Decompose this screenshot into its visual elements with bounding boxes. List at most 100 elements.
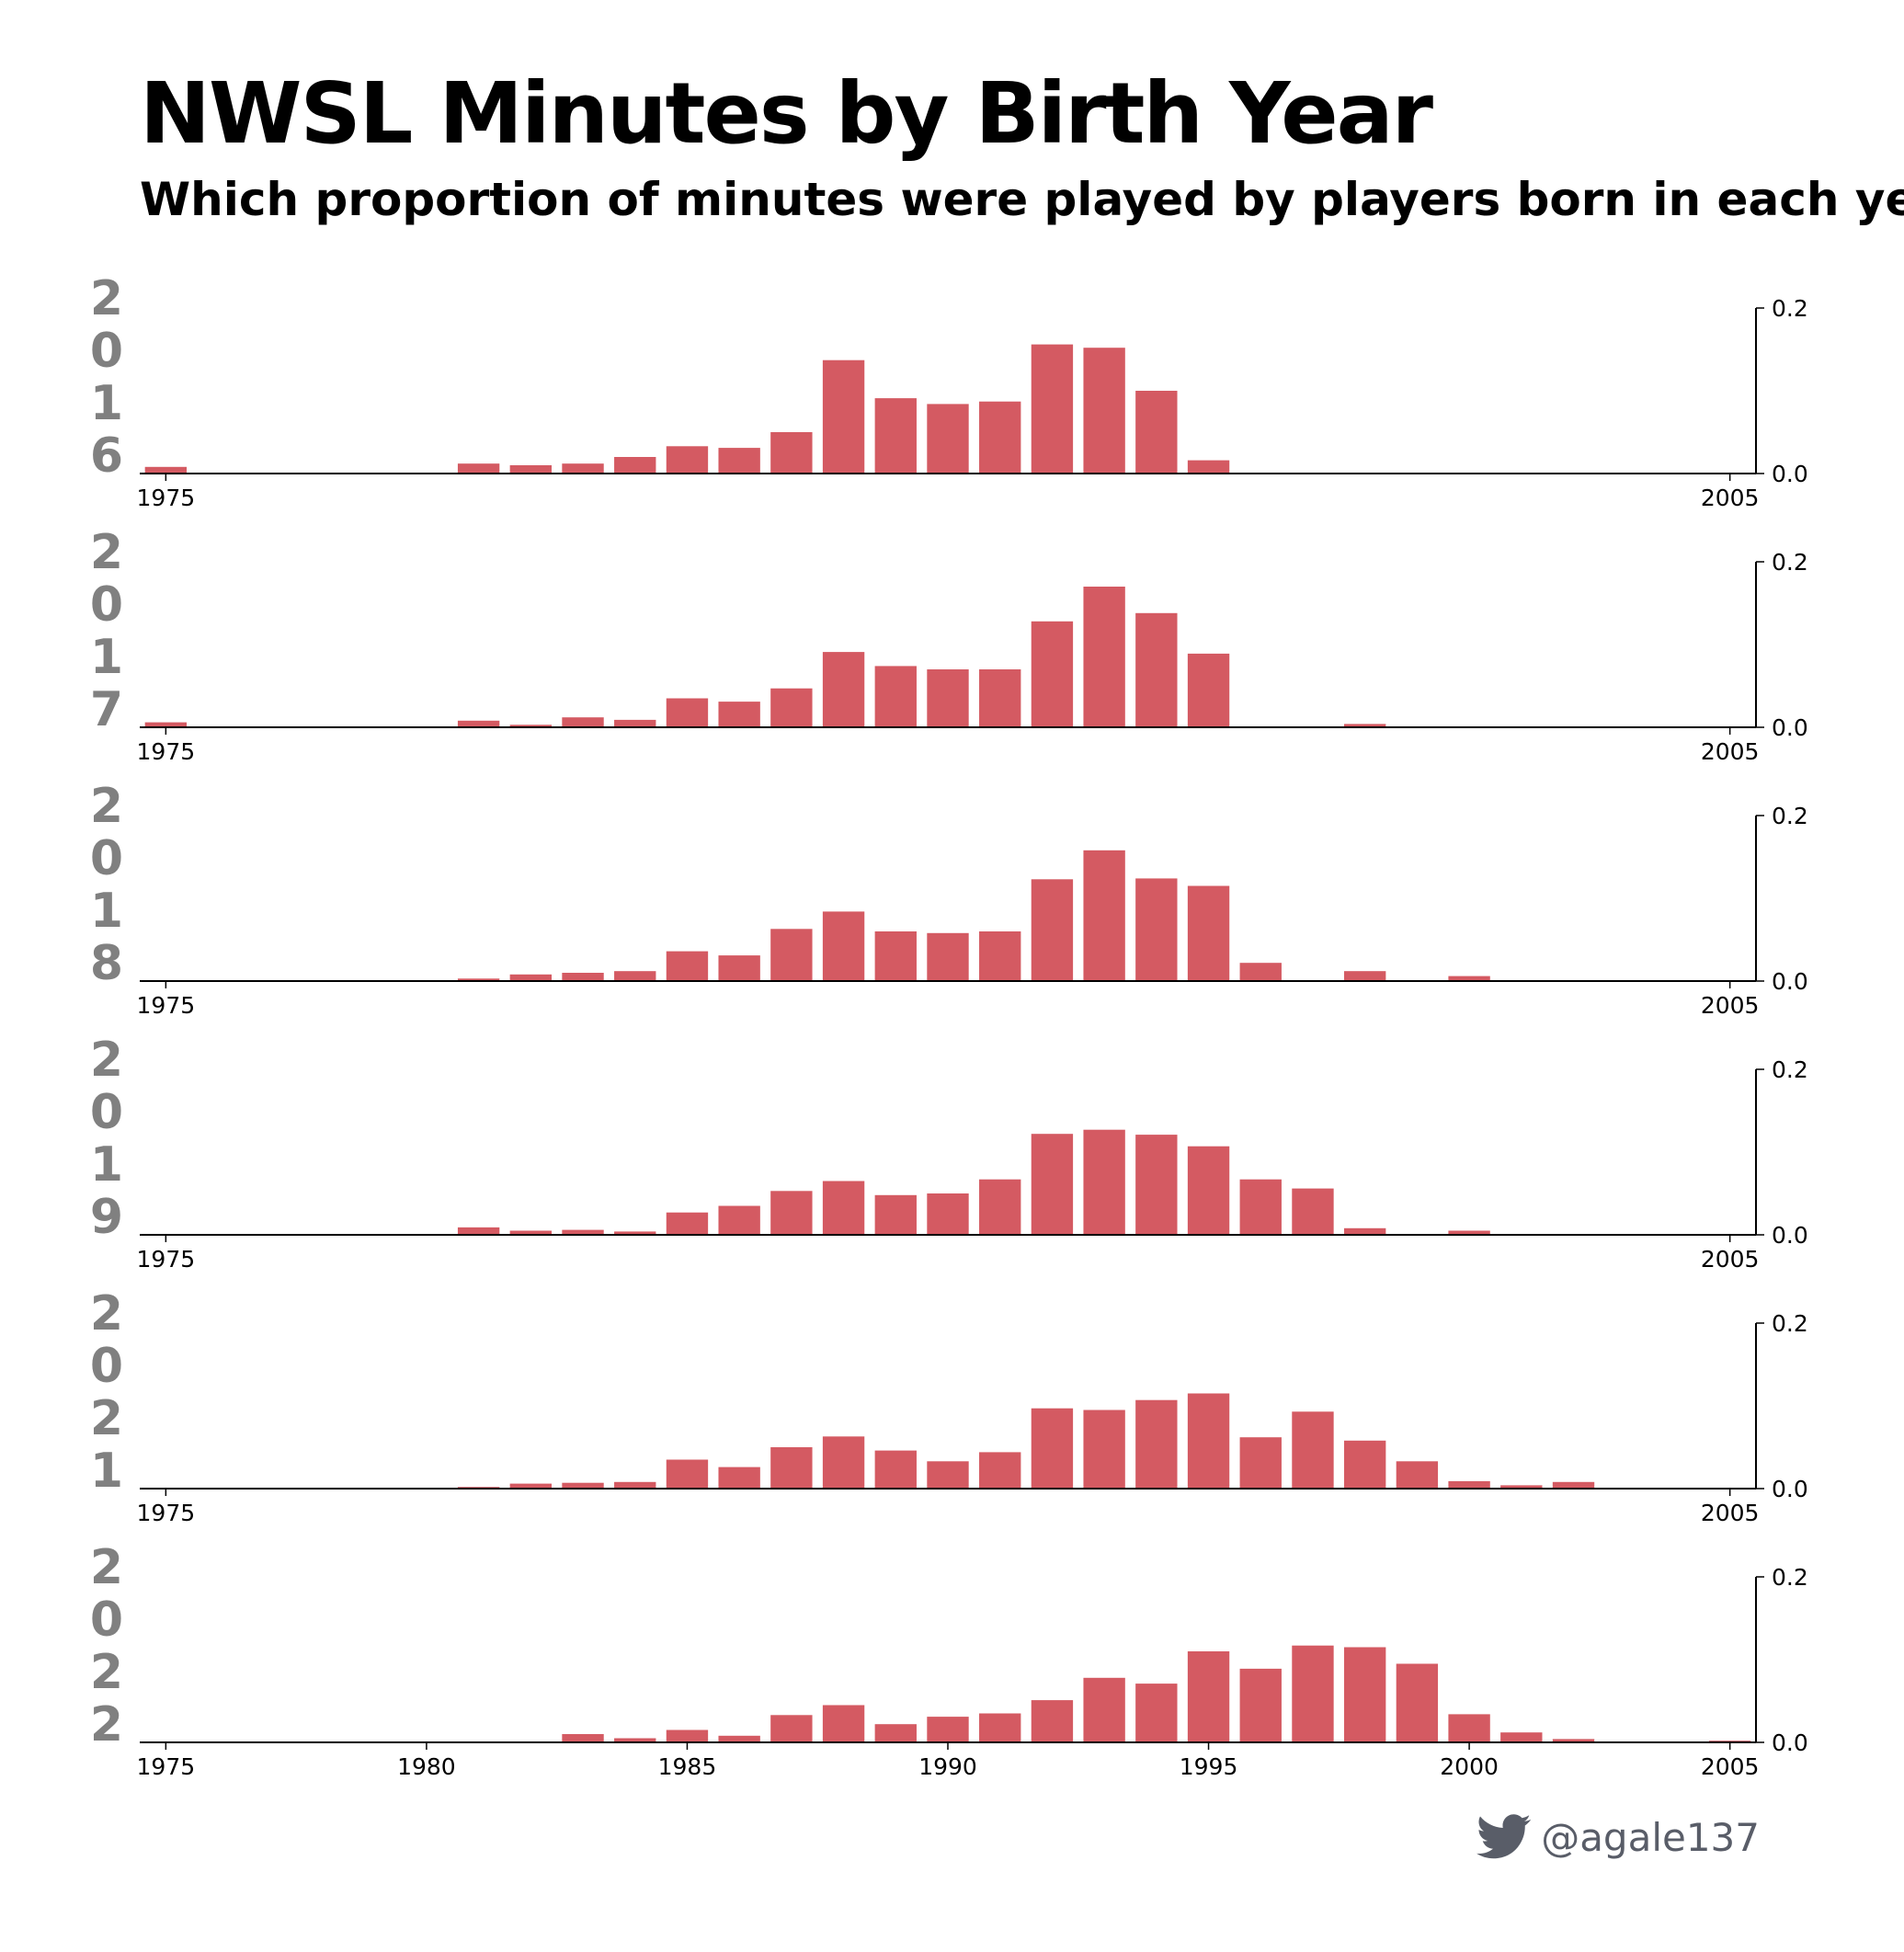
bar — [979, 401, 1021, 474]
y-tick-label: 0.0 — [1772, 714, 1808, 741]
bar — [979, 669, 1021, 727]
bar — [1239, 1179, 1282, 1235]
bar — [1343, 1440, 1386, 1489]
panel-year-label-char: 8 — [90, 936, 123, 991]
bar — [1343, 1647, 1386, 1742]
bar — [144, 466, 188, 474]
bar — [562, 1482, 604, 1489]
bar — [927, 932, 969, 981]
panel-year-label-char: 1 — [90, 1137, 123, 1193]
panel-year-label-char: 1 — [90, 630, 123, 685]
panel-year-label-char: 1 — [90, 884, 123, 939]
bar — [1448, 1480, 1490, 1489]
bar — [666, 446, 709, 474]
panel-year-label-char: 6 — [90, 428, 123, 484]
panel-year-label-char: 2 — [90, 1286, 123, 1341]
bar — [874, 398, 917, 474]
bar — [1031, 1408, 1074, 1489]
bar — [1135, 1135, 1178, 1235]
bar — [1239, 1668, 1282, 1742]
x-tick-label: 2000 — [1440, 1753, 1499, 1780]
bar — [822, 360, 865, 474]
bar — [562, 973, 604, 981]
bar — [979, 1713, 1021, 1742]
y-tick-label: 0.0 — [1772, 968, 1808, 995]
bar — [979, 1179, 1021, 1235]
bar — [562, 1229, 604, 1235]
bar — [1552, 1481, 1595, 1489]
panel-year-label-char: 0 — [90, 1592, 123, 1648]
bar — [1031, 1700, 1074, 1742]
bar — [1396, 1663, 1439, 1742]
bar — [1292, 1188, 1334, 1235]
bar — [509, 974, 553, 981]
panel-year-label-char: 0 — [90, 1085, 123, 1140]
panel-year-label-char: 9 — [90, 1190, 123, 1245]
bar — [718, 1467, 760, 1489]
bar — [770, 1191, 813, 1235]
bar — [822, 911, 865, 981]
panel-year-label-char: 0 — [90, 577, 123, 633]
x-tick-label: 2005 — [1701, 738, 1760, 765]
x-tick-label: 1975 — [137, 738, 196, 765]
bar — [822, 1436, 865, 1489]
x-tick-label: 2005 — [1701, 1246, 1760, 1273]
x-tick-label: 2005 — [1701, 1500, 1760, 1526]
y-tick-label: 0.2 — [1772, 549, 1808, 576]
x-tick-label: 1975 — [137, 992, 196, 1019]
bar — [927, 669, 969, 727]
bar — [562, 717, 604, 727]
credit: @agale137 — [1476, 1813, 1760, 1861]
bar — [874, 931, 917, 981]
y-tick-label: 0.2 — [1772, 295, 1808, 322]
bar — [1083, 1129, 1125, 1235]
x-tick-label: 1990 — [918, 1753, 977, 1780]
bar — [614, 971, 656, 981]
bar — [1135, 1684, 1178, 1742]
x-tick-label: 2005 — [1701, 1753, 1760, 1780]
bar — [666, 1729, 709, 1742]
bar — [1448, 1230, 1490, 1235]
panel-year-label-char: 2 — [90, 1033, 123, 1088]
y-tick-label: 0.2 — [1772, 803, 1808, 829]
bar — [927, 1717, 969, 1742]
bar — [1135, 878, 1178, 981]
y-tick-label: 0.0 — [1772, 1222, 1808, 1249]
bar — [457, 1227, 500, 1235]
panel-year-label-char: 2 — [90, 1540, 123, 1595]
bar — [1031, 621, 1074, 727]
bar — [1187, 1651, 1230, 1742]
bar — [874, 666, 917, 727]
bar — [457, 463, 500, 474]
bar — [1031, 879, 1074, 981]
bar — [927, 1193, 969, 1235]
panel-year-label-char: 2 — [90, 271, 123, 326]
bar — [1083, 348, 1125, 474]
x-tick-label: 1975 — [137, 1753, 196, 1780]
panel-year-label-char: 2 — [90, 1697, 123, 1752]
bar — [1031, 344, 1074, 474]
bar — [927, 1461, 969, 1489]
bar — [1135, 391, 1178, 474]
bar — [509, 725, 553, 727]
bar — [1552, 1739, 1595, 1742]
bar — [718, 955, 760, 981]
bar — [509, 465, 553, 474]
y-tick-label: 0.2 — [1772, 1564, 1808, 1591]
bar — [770, 1715, 813, 1742]
bar — [666, 1459, 709, 1489]
x-tick-label: 2005 — [1701, 992, 1760, 1019]
y-tick-label: 0.0 — [1772, 461, 1808, 487]
panel-year-label-char: 2 — [90, 1645, 123, 1700]
bar — [822, 1705, 865, 1742]
bar — [1343, 724, 1386, 727]
bar — [979, 931, 1021, 981]
y-tick-label: 0.2 — [1772, 1310, 1808, 1337]
bar — [614, 1481, 656, 1489]
bar — [457, 978, 500, 981]
